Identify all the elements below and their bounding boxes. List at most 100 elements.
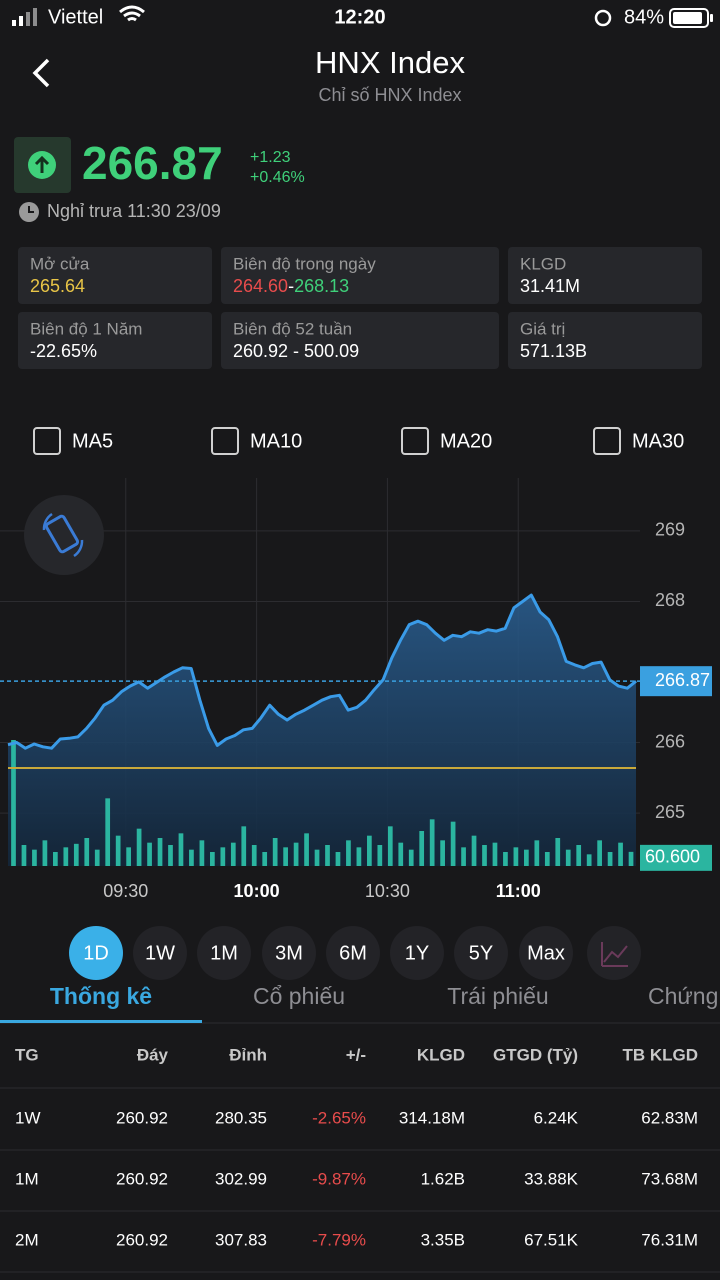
price-chart: 265 266 268 269 09:30 10:00 10:30 11:00 266.87 60… [0,478,712,901]
volume-bar [356,847,362,866]
ma-label[interactable]: MA10 [250,430,302,452]
range-label[interactable]: 5Y [469,942,493,964]
range-button[interactable] [326,926,380,980]
volume-bar [272,838,278,866]
ma-label[interactable]: MA5 [72,430,113,452]
volume-bar [346,840,351,866]
volume-bar [618,842,623,866]
last-price-tag [640,666,712,697]
volume-bar [492,842,498,866]
ma-checkbox[interactable] [593,427,621,455]
range-button[interactable] [69,926,123,980]
volume-bar [482,845,487,866]
column-header: Đỉnh [229,1045,267,1064]
column-header: TB KLGD [622,1045,698,1064]
battery-icon [669,8,713,28]
table-cell: -7.79% [312,1230,366,1249]
volume-bar [387,826,393,866]
volume-bar [241,826,247,866]
x-tick-label: 10:00 [234,881,280,901]
volume-bar [586,854,592,866]
volume-bar [408,849,414,866]
y-tick-label: 268 [655,590,685,610]
stat-label: Mở cửa [30,254,90,273]
volume-label: 60.600 [645,847,700,867]
range-label[interactable]: 1D [83,942,109,964]
volume-bar [21,845,27,866]
volume-bar [199,840,205,866]
stat-box [508,312,702,369]
volume-bar [189,849,194,866]
stats-table: TG Đáy Đỉnh +/- KLGD GTGD (Tỷ) TB KLGD 1W 260.92… [0,1045,720,1273]
chart-type-icon [601,942,628,967]
volume-bar [63,847,69,866]
range-label[interactable]: 1W [145,942,175,964]
tab[interactable]: Thống kê [50,983,152,1009]
ma-label[interactable]: MA20 [440,430,492,452]
price-line [7,593,637,750]
range-selector: 1D 1W 1M 3M 6M 1Y 5Y Max [69,926,641,980]
table-cell: 280.35 [215,1108,267,1127]
column-header: KLGD [417,1045,465,1064]
stat-value: 31.41M [520,276,580,296]
ma-label[interactable]: MA30 [632,430,684,452]
back-button[interactable] [32,58,50,88]
volume-bar [576,845,582,866]
table-cell: 1W [15,1108,41,1127]
ma-checkbox[interactable] [33,427,61,455]
stat-box [508,247,702,304]
volume-bar [11,740,16,866]
x-tick-label: 11:00 [496,881,541,901]
stat-label: KLGD [520,254,566,273]
table-cell: 1.62B [421,1169,465,1188]
range-button[interactable] [519,926,573,980]
volume-bar [565,849,571,866]
volume-bar [628,851,634,866]
signal-icon [12,8,37,26]
volume-bar [84,838,90,866]
tab[interactable]: Chứng [648,983,718,1009]
range-button[interactable] [454,926,508,980]
volume-bar [53,852,58,866]
range-label[interactable]: Max [527,942,565,964]
range-label[interactable]: 6M [339,942,367,964]
volume-bar [126,847,131,866]
column-header: GTGD (Tỷ) [493,1045,578,1064]
rotate-button[interactable] [24,495,104,575]
range-label[interactable]: 3M [275,942,303,964]
price: 266.87 [82,137,223,189]
volume-bar [262,852,268,866]
range-button[interactable] [197,926,251,980]
table-cell: 73.68M [641,1169,698,1188]
volume-bar [105,798,111,866]
price-change: +1.23 [250,149,291,166]
tab[interactable]: Trái phiếu [447,983,548,1009]
volume-bar [513,847,519,866]
ma-checkbox[interactable] [401,427,429,455]
volume-bar [471,835,477,866]
tab[interactable]: Cổ phiếu [253,983,345,1009]
stat-value: 264.60-268.13 [233,276,349,296]
volume-bar [136,828,142,866]
x-tick-label: 10:30 [365,881,410,901]
volume-bar [419,831,425,866]
range-button[interactable] [262,926,316,980]
range-label[interactable]: 1Y [405,942,429,964]
volume-bar [230,842,236,866]
range-button[interactable] [133,926,187,980]
volume-bar [210,852,215,866]
volume-bar [607,852,613,866]
table-cell: 260.92 [116,1169,168,1188]
y-tick-label: 269 [655,520,685,540]
range-label[interactable]: 1M [210,942,238,964]
volume-bar [544,852,550,866]
price-area [8,595,636,866]
stat-value: 571.13B [520,341,587,361]
range-button[interactable] [390,926,444,980]
volume-bar [147,842,152,866]
table-cell: 307.83 [215,1230,267,1249]
clock: 12:20 [334,6,385,28]
volume-bar [461,847,466,866]
ma-checkbox[interactable] [211,427,239,455]
